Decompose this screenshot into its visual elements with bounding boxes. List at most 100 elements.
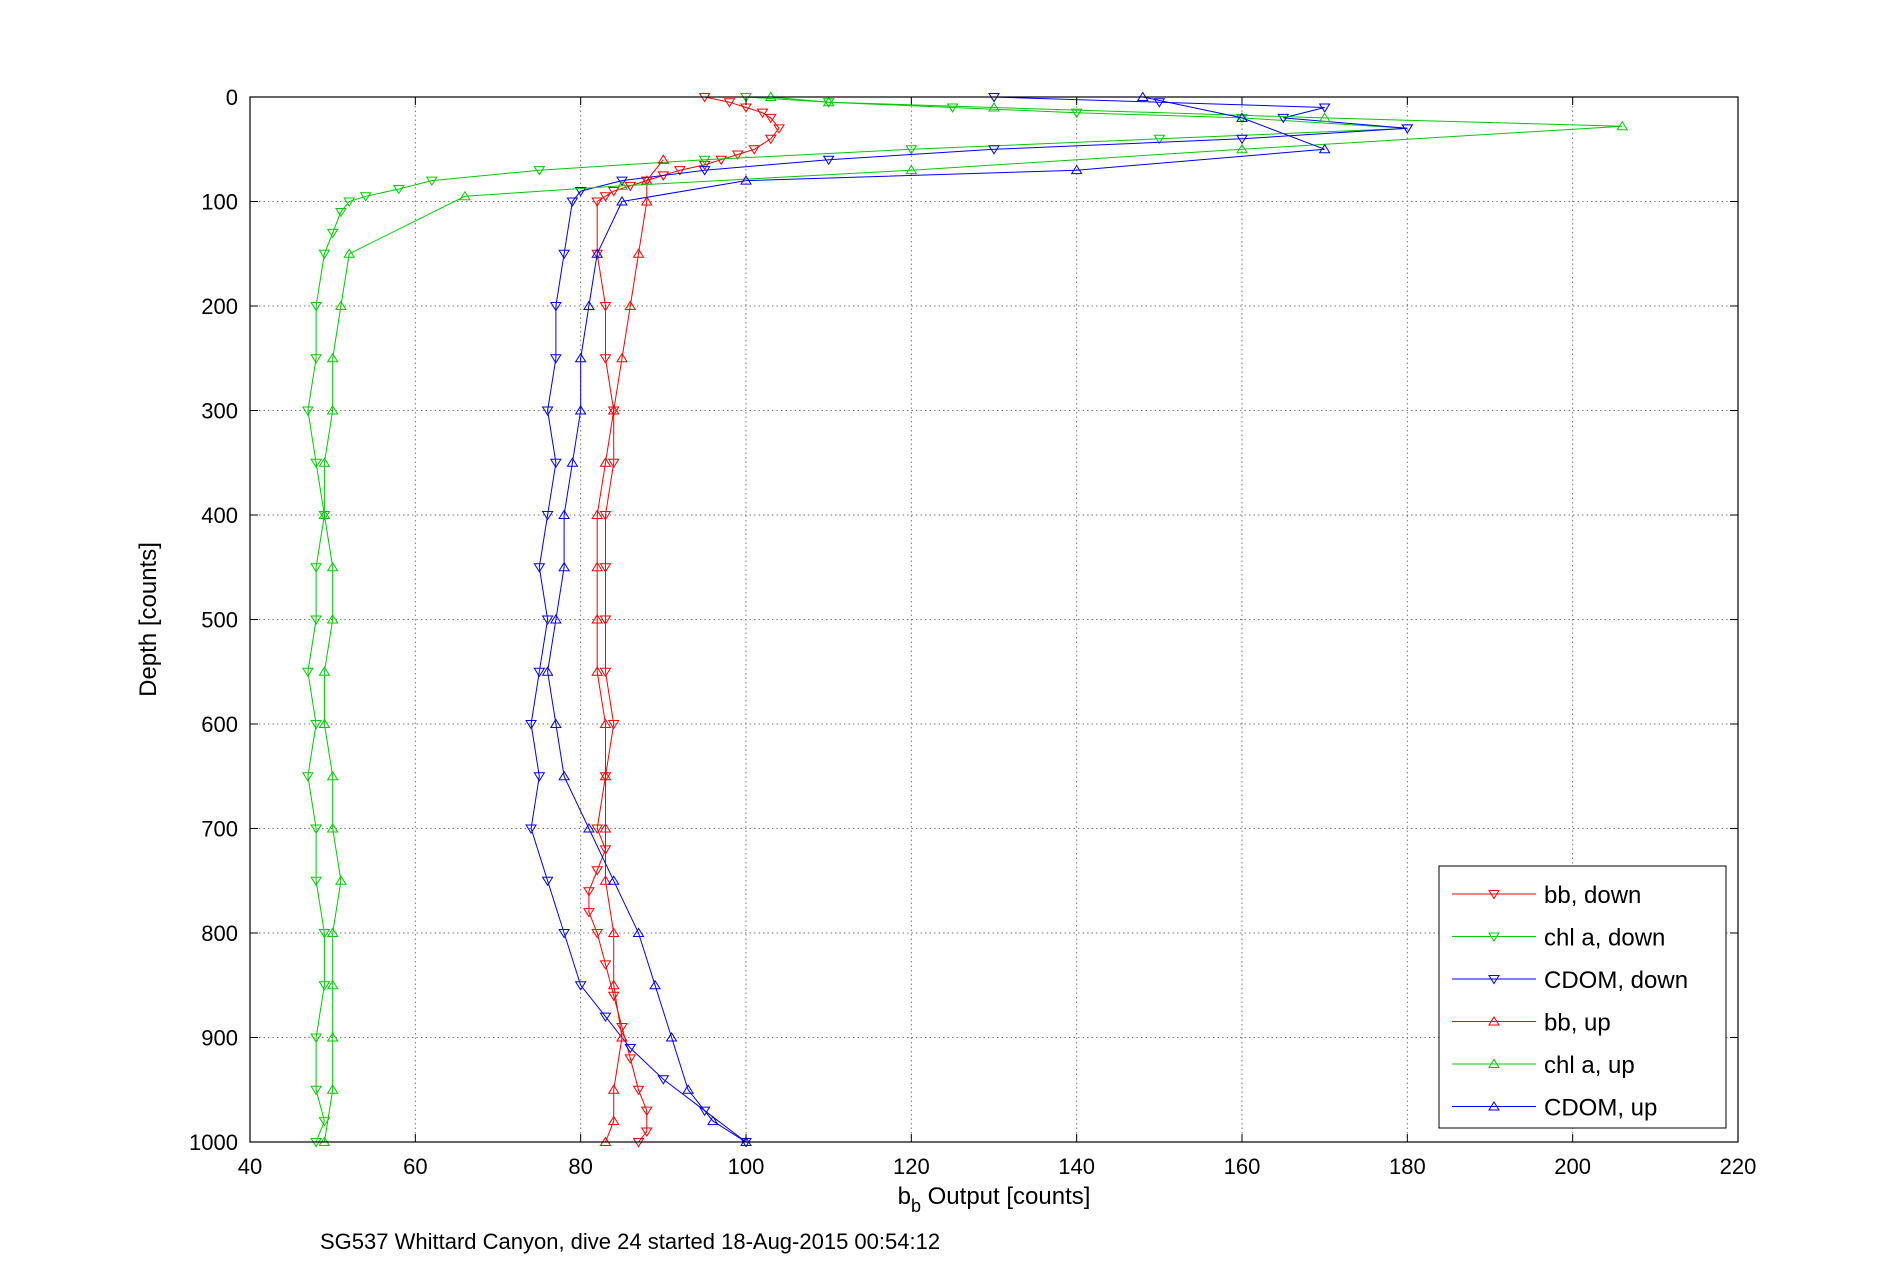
data-point xyxy=(310,563,323,573)
series-3 xyxy=(591,154,670,1146)
data-point xyxy=(707,1115,719,1126)
series-4 xyxy=(318,91,1629,1146)
data-point xyxy=(657,154,670,164)
data-point xyxy=(326,352,339,363)
data-point xyxy=(599,1012,612,1023)
data-point xyxy=(1153,134,1166,145)
data-point xyxy=(301,406,314,416)
data-point xyxy=(301,667,314,678)
data-point xyxy=(525,824,537,834)
data-point xyxy=(632,927,645,937)
data-point xyxy=(533,563,546,573)
legend-item: bb, down xyxy=(1452,882,1641,909)
data-point xyxy=(1318,103,1331,113)
data-point xyxy=(599,960,612,970)
data-point xyxy=(665,1032,678,1042)
data-point xyxy=(326,770,339,781)
data-point xyxy=(301,772,314,782)
data-point xyxy=(1236,134,1248,145)
legend: bb, down chl a, down CDOM, down bb, up chl a… xyxy=(1438,865,1727,1129)
data-point xyxy=(541,406,554,416)
data-point xyxy=(1070,164,1083,175)
data-point xyxy=(698,155,711,166)
data-point xyxy=(1318,112,1331,122)
data-point xyxy=(318,509,331,519)
data-point xyxy=(756,108,769,119)
data-point xyxy=(607,991,620,1002)
data-point xyxy=(599,770,612,781)
x-tick-label: 60 xyxy=(403,1154,427,1179)
data-point xyxy=(591,866,604,876)
data-point xyxy=(359,192,372,202)
x-axis-label-main: b xyxy=(898,1183,911,1210)
data-point xyxy=(549,718,562,728)
series-5 xyxy=(541,91,1331,1146)
series-line xyxy=(530,96,1408,1143)
data-point xyxy=(905,164,918,175)
data-point xyxy=(599,823,612,833)
data-point xyxy=(591,249,604,260)
data-point xyxy=(616,352,628,363)
x-tick-label: 220 xyxy=(1720,1154,1757,1179)
data-point xyxy=(318,1117,331,1127)
y-tick-label: 100 xyxy=(201,190,238,215)
data-point xyxy=(988,145,1000,155)
data-point xyxy=(731,150,744,160)
data-point xyxy=(1153,98,1166,108)
data-point xyxy=(740,175,752,185)
legend-swatch-marker xyxy=(1488,932,1500,942)
data-point xyxy=(616,1023,628,1033)
data-point xyxy=(599,511,612,521)
data-point xyxy=(632,248,645,258)
y-tick-label: 700 xyxy=(201,817,238,842)
data-point xyxy=(318,666,331,676)
data-point xyxy=(392,184,405,195)
y-tick-label: 900 xyxy=(201,1026,238,1051)
data-point xyxy=(822,96,835,107)
data-point xyxy=(558,929,571,939)
data-point xyxy=(1277,113,1290,124)
data-point xyxy=(558,509,571,519)
data-point xyxy=(1236,112,1248,122)
legend-label: CDOM, down xyxy=(1544,967,1688,994)
data-point xyxy=(310,302,323,312)
data-point xyxy=(310,720,323,730)
data-point xyxy=(318,981,331,991)
data-point xyxy=(624,1043,637,1054)
data-point xyxy=(599,192,612,202)
legend-item: chl a, up xyxy=(1452,1052,1635,1079)
data-point xyxy=(616,176,628,187)
data-point xyxy=(335,300,347,310)
legend-swatch-marker xyxy=(1488,1016,1500,1026)
legend-label: CDOM, up xyxy=(1544,1095,1657,1122)
x-tick-label: 40 xyxy=(238,1154,262,1179)
data-point xyxy=(698,166,711,176)
legend-box xyxy=(1438,865,1727,1129)
data-point xyxy=(574,405,587,415)
data-point xyxy=(326,979,339,990)
data-point xyxy=(549,354,562,364)
y-tick-label: 800 xyxy=(201,921,238,946)
legend-swatch-marker xyxy=(1488,1058,1500,1068)
x-tick-label: 100 xyxy=(728,1154,765,1179)
grid xyxy=(250,97,1738,1142)
data-point xyxy=(533,166,546,176)
legend-item: chl a, down xyxy=(1452,925,1665,952)
legend-swatch-marker xyxy=(1488,975,1500,985)
data-point xyxy=(673,166,686,176)
data-point xyxy=(616,180,628,190)
axis-ticks: 40 60 80 100 120 140 160 180 200 220 0 100 200 300 400… xyxy=(189,85,1756,1179)
data-point xyxy=(607,187,620,197)
series-layer xyxy=(301,91,1629,1148)
legend-item: CDOM, down xyxy=(1452,967,1688,994)
data-point xyxy=(318,457,331,467)
legend-label: bb, up xyxy=(1544,1010,1611,1037)
data-point xyxy=(591,509,604,519)
data-point xyxy=(1318,143,1331,154)
data-point xyxy=(335,207,347,218)
data-point xyxy=(607,1115,620,1126)
data-point xyxy=(607,979,620,990)
data-point xyxy=(318,249,331,260)
data-point xyxy=(525,720,537,730)
data-point xyxy=(558,249,571,260)
